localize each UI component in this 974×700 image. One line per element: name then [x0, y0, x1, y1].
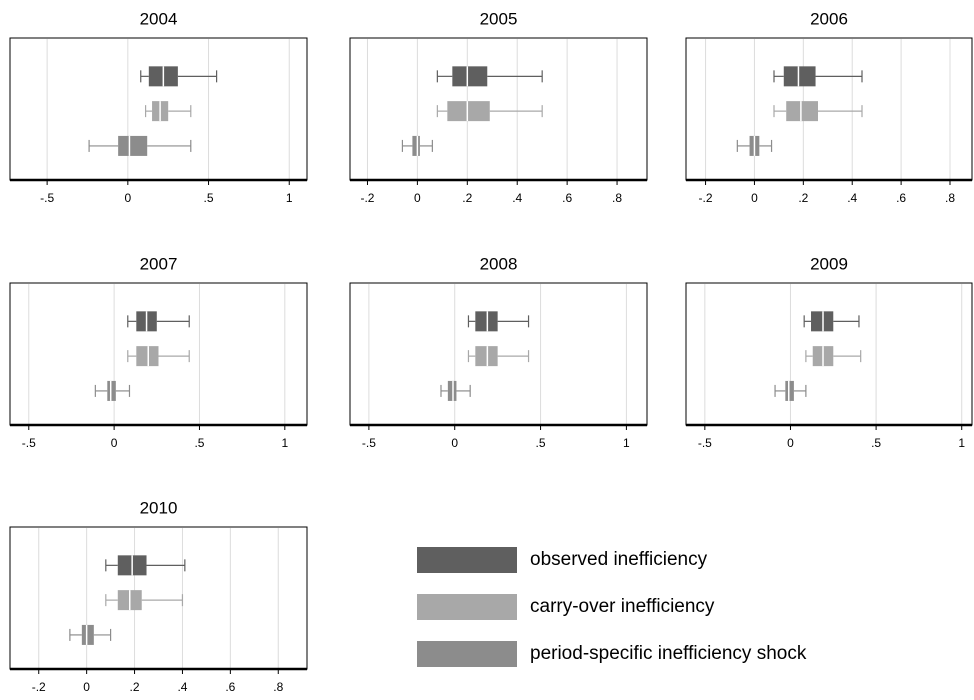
legend-label: period-specific inefficiency shock: [530, 643, 807, 664]
legend-swatch: [417, 641, 517, 667]
box: [136, 346, 159, 367]
x-tick-label: .8: [945, 191, 955, 205]
x-tick-label: .2: [798, 191, 808, 205]
x-tick-label: .6: [225, 680, 235, 694]
x-tick-label: -.2: [699, 191, 713, 205]
x-tick-label: -.5: [40, 191, 54, 205]
box: [786, 101, 818, 122]
box: [118, 135, 148, 156]
chart-title: 2007: [140, 254, 178, 273]
chart-title: 2010: [140, 498, 178, 517]
x-tick-label: -.2: [360, 191, 374, 205]
x-tick-label: .2: [130, 680, 140, 694]
x-tick-label: .2: [462, 191, 472, 205]
x-tick-label: .8: [612, 191, 622, 205]
x-tick-label: .5: [536, 436, 546, 450]
x-tick-label: 1: [286, 191, 293, 205]
x-tick-label: 0: [111, 436, 118, 450]
x-tick-label: .6: [562, 191, 572, 205]
box: [107, 380, 116, 401]
plot-frame: [349, 282, 648, 426]
x-tick-label: -.5: [362, 436, 376, 450]
box: [447, 101, 490, 122]
x-tick-label: 1: [281, 436, 288, 450]
x-tick-label: 0: [83, 680, 90, 694]
chart-title: 2005: [480, 9, 518, 28]
legend-swatch: [417, 547, 517, 573]
box: [447, 380, 457, 401]
x-tick-label: 0: [414, 191, 421, 205]
box: [811, 311, 834, 332]
x-tick-label: -.2: [32, 680, 46, 694]
legend-swatch: [417, 594, 517, 620]
x-tick-label: .4: [512, 191, 522, 205]
x-tick-label: .8: [273, 680, 283, 694]
box: [475, 346, 498, 367]
x-tick-label: -.5: [698, 436, 712, 450]
chart-title: 2006: [810, 9, 848, 28]
box: [785, 380, 794, 401]
legend-label: observed inefficiency: [530, 549, 708, 570]
x-tick-label: .5: [204, 191, 214, 205]
x-tick-label: 1: [623, 436, 630, 450]
x-tick-label: 0: [124, 191, 131, 205]
x-tick-label: .5: [194, 436, 204, 450]
x-tick-label: .6: [896, 191, 906, 205]
x-tick-label: .4: [847, 191, 857, 205]
plot-frame: [9, 526, 308, 670]
box: [475, 311, 498, 332]
plot-frame: [349, 37, 648, 181]
chart-title: 2009: [810, 254, 848, 273]
box: [452, 66, 488, 87]
x-tick-label: .4: [177, 680, 187, 694]
x-tick-label: .5: [871, 436, 881, 450]
x-tick-label: 1: [958, 436, 965, 450]
chart-title: 2008: [480, 254, 518, 273]
x-tick-label: -.5: [22, 436, 36, 450]
box: [412, 135, 420, 156]
box: [783, 66, 816, 87]
x-tick-label: 0: [751, 191, 758, 205]
legend-label: carry-over inefficiency: [530, 596, 715, 617]
chart-title: 2004: [140, 9, 178, 28]
x-tick-label: 0: [787, 436, 794, 450]
plot-frame: [685, 37, 973, 181]
box: [81, 624, 94, 645]
x-tick-label: 0: [451, 436, 458, 450]
